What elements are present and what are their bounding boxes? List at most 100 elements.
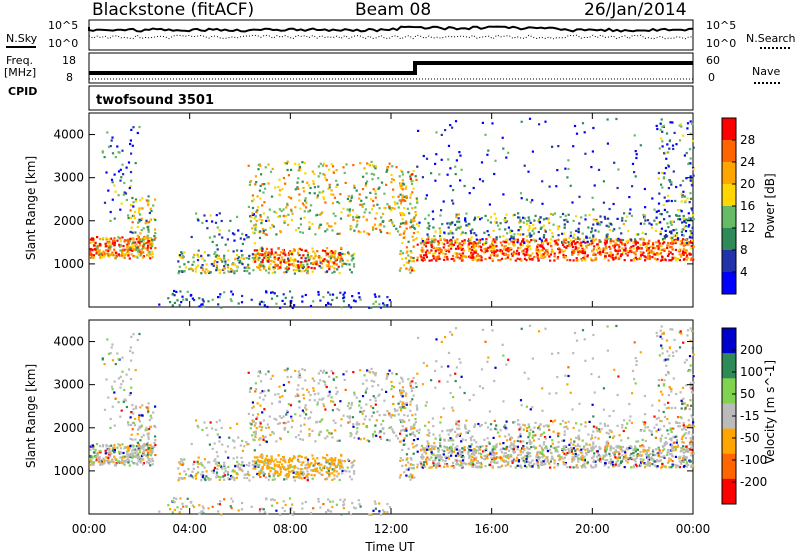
range-cell [269, 433, 272, 436]
range-cell [644, 256, 647, 259]
range-cell [504, 245, 507, 248]
range-cell [316, 403, 319, 406]
range-cell [661, 248, 664, 252]
range-cell [689, 217, 692, 220]
range-cell [335, 169, 338, 172]
range-cell [349, 306, 352, 309]
range-cell [552, 223, 555, 226]
range-cell [401, 179, 404, 182]
range-cell [603, 257, 606, 260]
range-cell [111, 359, 115, 362]
range-cell [644, 214, 647, 217]
range-cell [649, 245, 652, 249]
range-cell [592, 253, 595, 256]
range-cell [139, 244, 142, 247]
range-cell [411, 173, 414, 176]
range-cell [113, 444, 116, 447]
range-cell [256, 206, 260, 209]
range-cell [676, 209, 680, 212]
range-cell [281, 256, 284, 259]
range-cell [248, 479, 251, 482]
range-cell [262, 472, 265, 475]
range-cell [304, 257, 307, 260]
range-cell [140, 436, 143, 439]
range-cell [322, 369, 326, 372]
range-cell [621, 216, 624, 220]
range-cell [407, 378, 410, 381]
range-cell [567, 213, 570, 216]
range-cell [670, 181, 673, 184]
range-cell [337, 464, 340, 467]
range-cell [459, 242, 462, 245]
range-cell [564, 241, 567, 245]
range-cell [147, 402, 150, 405]
range-cell [220, 258, 223, 261]
range-cell [138, 240, 141, 243]
range-cell [339, 193, 342, 196]
range-cell [399, 250, 402, 253]
range-cell [361, 188, 365, 191]
range-cell [414, 445, 417, 448]
range-cell [506, 232, 509, 235]
range-cell [636, 241, 639, 244]
range-cell [620, 232, 623, 235]
range-cell [450, 232, 453, 235]
range-cell [502, 147, 505, 150]
range-cell [566, 259, 569, 262]
range-cell [582, 240, 585, 243]
range-cell [257, 168, 260, 171]
range-cell [408, 475, 411, 478]
range-cell [254, 465, 257, 468]
range-cell [403, 230, 406, 233]
range-cell [287, 464, 290, 467]
range-cell [445, 239, 448, 242]
range-cell [91, 248, 94, 251]
range-cell [456, 245, 459, 248]
range-cell [286, 411, 289, 414]
range-cell [688, 201, 691, 204]
range-cell [273, 271, 277, 274]
range-cell [167, 297, 170, 300]
range-cell [335, 258, 338, 261]
range-cell [286, 160, 289, 163]
range-cell [485, 238, 488, 241]
range-cell [405, 246, 409, 249]
range-cell [553, 462, 556, 465]
range-cell [460, 168, 463, 171]
range-cell [306, 263, 309, 266]
range-cell [532, 232, 536, 235]
range-cell [304, 293, 307, 297]
range-cell [128, 257, 131, 260]
range-cell [457, 226, 460, 229]
range-cell [91, 238, 94, 241]
range-cell [245, 257, 248, 260]
range-cell [135, 453, 138, 456]
range-cell [329, 257, 333, 260]
range-cell [239, 237, 242, 240]
range-cell [668, 230, 672, 233]
range-cell [595, 219, 598, 223]
range-cell [122, 193, 125, 196]
range-cell [127, 368, 131, 371]
range-cell [342, 293, 345, 296]
range-cell [286, 266, 289, 269]
range-cell [391, 206, 394, 210]
range-cell [379, 430, 382, 433]
range-cell [669, 246, 672, 249]
range-cell [407, 254, 410, 257]
range-cell [147, 230, 150, 233]
range-cell [266, 255, 269, 258]
range-cell [472, 246, 475, 249]
range-cell [117, 151, 120, 154]
range-cell [542, 218, 546, 221]
range-cell [623, 259, 626, 262]
range-cell [670, 452, 673, 455]
range-cell [339, 465, 343, 468]
range-cell [140, 217, 143, 220]
range-cell [628, 196, 631, 199]
range-cell [624, 244, 627, 247]
range-cell [266, 305, 269, 308]
range-cell [655, 223, 658, 226]
range-cell [297, 177, 300, 180]
range-cell [551, 145, 554, 148]
